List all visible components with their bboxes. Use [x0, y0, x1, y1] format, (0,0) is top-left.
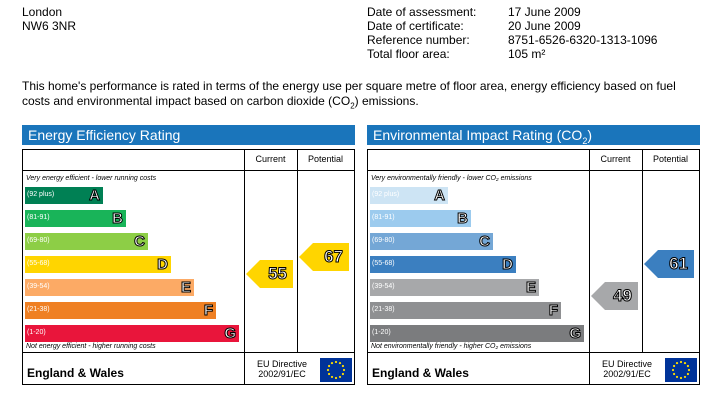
environment-band-letter: C — [479, 233, 491, 251]
environment-band-d: (55-68) D — [370, 256, 516, 274]
eu-stars-icon — [326, 360, 346, 380]
certificate-value: 20 June 2009 — [508, 19, 581, 33]
environment-band-letter: F — [548, 302, 558, 320]
energy-band-g: (1-20) G — [25, 325, 239, 343]
environment-potential-header: Potential — [652, 154, 689, 164]
environment-band-letter: A — [434, 187, 446, 205]
energy-panel-title: Energy Efficiency Rating — [22, 125, 355, 145]
eu-stars-icon — [671, 360, 691, 380]
environment-band-range: (55-68) — [372, 260, 395, 267]
environment-title-main: Environmental Impact Rating (CO — [373, 127, 583, 143]
environment-title-sub: 2 — [582, 135, 588, 146]
environment-potential-value: 61 — [669, 254, 689, 274]
floor-area-label: Total floor area: — [367, 47, 450, 61]
energy-rating-table: Current Potential Very energy efficient … — [22, 149, 355, 385]
environment-band-f: (21-38) F — [370, 302, 561, 320]
floor-area-value: 105 m² — [508, 47, 546, 61]
environment-band-range: (21-38) — [372, 306, 395, 313]
energy-band-c: (69-80) C — [25, 233, 148, 251]
environment-band-range: (92 plus) — [372, 191, 400, 198]
energy-potential-arrow: 67 — [299, 243, 349, 271]
energy-band-range: (69-80) — [27, 237, 50, 244]
environment-directive-line1: EU Directive — [601, 359, 652, 369]
intro-text-before: This home's performance is rated in term… — [22, 79, 676, 108]
energy-eu-directive: EU Directive 2002/91/EC — [247, 359, 317, 379]
energy-efficiency-panel: Energy Efficiency Rating Current Potenti… — [22, 125, 355, 385]
environment-potential-arrow: 61 — [644, 250, 694, 278]
assessment-value: 17 June 2009 — [508, 5, 581, 19]
environment-band-range: (81-91) — [372, 214, 395, 221]
energy-band-letter: A — [89, 187, 101, 205]
environment-band-letter: G — [569, 325, 582, 343]
energy-band-letter: E — [180, 279, 191, 297]
intro-paragraph: This home's performance is rated in term… — [22, 79, 702, 113]
environment-current-arrow: 49 — [591, 282, 638, 310]
energy-potential-header: Potential — [307, 154, 344, 164]
energy-directive-line2: 2002/91/EC — [258, 369, 306, 379]
energy-bottom-caption: Not energy efficient - higher running co… — [26, 343, 156, 350]
environment-footer-region: England & Wales — [372, 366, 469, 380]
energy-band-d: (55-68) D — [25, 256, 171, 274]
energy-band-letter: C — [134, 233, 146, 251]
certificate-label: Date of certificate: — [367, 19, 464, 33]
environment-top-caption: Very environmentally friendly - lower CO… — [371, 175, 532, 182]
energy-potential-value: 67 — [324, 247, 344, 267]
energy-band-range: (1-20) — [27, 329, 46, 336]
environment-title-end: ) — [587, 127, 592, 143]
environment-band-letter: B — [457, 210, 469, 228]
energy-band-e: (39-54) E — [25, 279, 194, 297]
energy-directive-line1: EU Directive — [256, 359, 307, 369]
energy-band-letter: B — [112, 210, 124, 228]
energy-current-arrow: 55 — [246, 260, 293, 288]
energy-band-letter: D — [157, 256, 169, 274]
environment-band-c: (69-80) C — [370, 233, 493, 251]
environment-current-value: 49 — [613, 286, 633, 306]
energy-footer-region: England & Wales — [27, 366, 124, 380]
energy-band-b: (81-91) B — [25, 210, 126, 228]
environment-band-letter: E — [525, 279, 536, 297]
environment-current-header: Current — [600, 154, 631, 164]
environment-band-a: (92 plus) A — [370, 187, 448, 205]
energy-band-range: (55-68) — [27, 260, 50, 267]
address-city: London — [22, 5, 63, 19]
assessment-label: Date of assessment: — [367, 5, 477, 19]
environment-eu-directive: EU Directive 2002/91/EC — [592, 359, 662, 379]
energy-band-range: (21-38) — [27, 306, 50, 313]
energy-band-range: (81-91) — [27, 214, 50, 221]
energy-current-value: 55 — [268, 264, 288, 284]
environment-band-letter: D — [502, 256, 514, 274]
environment-rating-table: Current Potential Very environmentally f… — [367, 149, 700, 385]
reference-value: 8751-6526-6320-1313-1096 — [508, 33, 658, 47]
address-postcode: NW6 3NR — [22, 19, 77, 33]
reference-label: Reference number: — [367, 33, 470, 47]
environment-band-b: (81-91) B — [370, 210, 471, 228]
energy-band-letter: F — [203, 302, 213, 320]
eu-flag-icon — [665, 358, 697, 382]
energy-top-caption: Very energy efficient - lower running co… — [26, 175, 157, 182]
environment-band-range: (69-80) — [372, 237, 395, 244]
environment-band-e: (39-54) E — [370, 279, 539, 297]
energy-band-f: (21-38) F — [25, 302, 216, 320]
energy-band-range: (39-54) — [27, 283, 50, 290]
intro-text-after: ) emissions. — [354, 94, 419, 108]
environmental-impact-panel: Environmental Impact Rating (CO2) Curren… — [367, 125, 700, 385]
energy-band-range: (92 plus) — [27, 191, 55, 198]
environment-band-range: (1-20) — [372, 329, 391, 336]
environment-directive-line2: 2002/91/EC — [603, 369, 651, 379]
environment-bottom-caption: Not environmentally friendly - higher CO… — [371, 343, 532, 350]
energy-band-a: (92 plus) A — [25, 187, 103, 205]
eu-flag-icon — [320, 358, 352, 382]
environment-band-range: (39-54) — [372, 283, 395, 290]
intro-sub: 2 — [350, 101, 355, 111]
environment-band-g: (1-20) G — [370, 325, 584, 343]
energy-current-header: Current — [255, 154, 286, 164]
energy-band-letter: G — [224, 325, 237, 343]
environment-panel-title: Environmental Impact Rating (CO2) — [367, 125, 700, 146]
